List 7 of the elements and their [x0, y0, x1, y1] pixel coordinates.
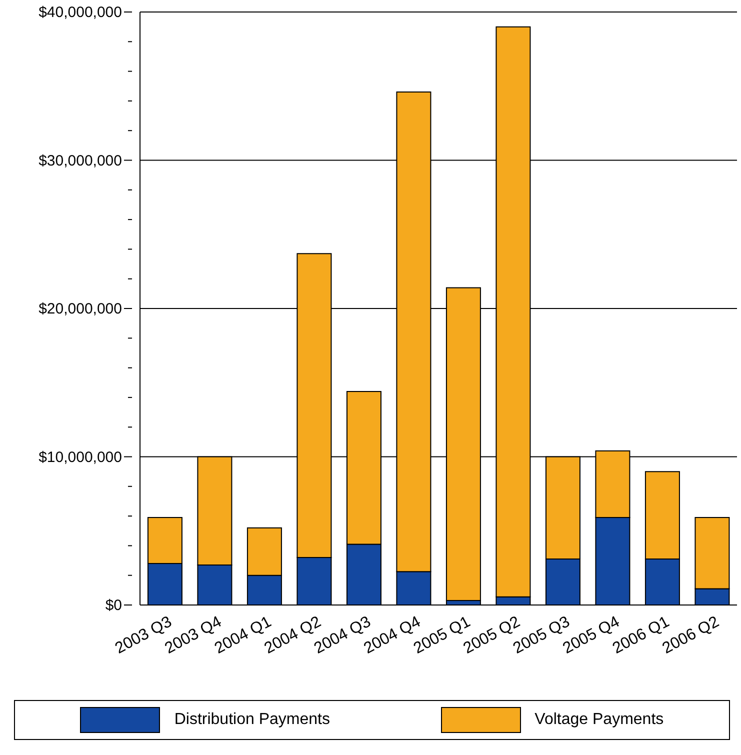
y-tick-label: $40,000,000 [38, 4, 122, 21]
legend-label: Voltage Payments [534, 711, 664, 729]
legend-label: Distribution Payments [174, 711, 330, 729]
y-tick-label: $10,000,000 [38, 448, 122, 466]
y-tick-label: $30,000,000 [38, 152, 122, 170]
y-tick-label: $20,000,000 [38, 300, 122, 318]
y-tick-label: $0 [105, 597, 122, 614]
